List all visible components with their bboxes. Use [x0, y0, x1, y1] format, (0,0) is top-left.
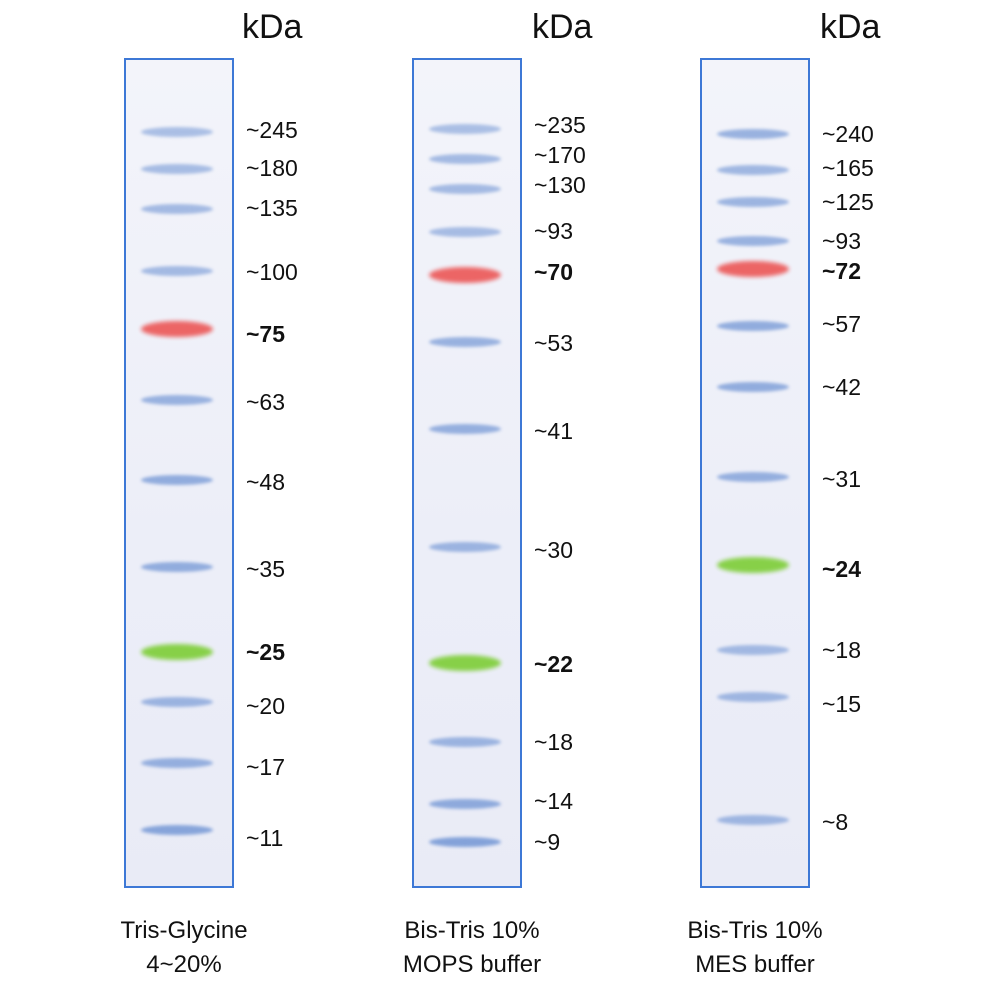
band-label: ~125 — [822, 189, 874, 215]
gel-lane — [412, 58, 522, 888]
band-label: ~24 — [822, 556, 862, 582]
band-blue — [429, 337, 501, 347]
band-blue — [141, 697, 213, 707]
band-green — [717, 557, 789, 573]
gel-lane — [124, 58, 234, 888]
band-blue — [717, 321, 789, 331]
band-blue — [141, 395, 213, 405]
band-blue — [141, 758, 213, 768]
caption-line-2: 4~20% — [146, 951, 222, 978]
band-blue — [429, 424, 501, 434]
band-blue — [717, 692, 789, 702]
unit-label: kDa — [820, 8, 881, 46]
band-red — [141, 321, 213, 337]
band-label: ~180 — [246, 155, 298, 181]
band-blue — [429, 124, 501, 134]
band-blue — [717, 472, 789, 482]
band-label: ~41 — [534, 418, 574, 444]
band-red — [429, 267, 501, 283]
band-blue — [141, 562, 213, 572]
band-label: ~93 — [822, 228, 862, 254]
caption-line-1: Bis-Tris 10% — [404, 917, 540, 944]
band-label: ~11 — [246, 825, 284, 851]
gel-lane — [700, 58, 810, 888]
band-blue — [141, 266, 213, 276]
band-label: ~100 — [246, 259, 298, 285]
band-blue — [429, 737, 501, 747]
lane-caption: Bis-Tris 10% MOPS buffer — [352, 914, 592, 982]
band-blue — [429, 542, 501, 552]
band-blue — [141, 204, 213, 214]
band-blue — [717, 382, 789, 392]
caption-line-1: Tris-Glycine — [120, 917, 248, 944]
band-blue — [717, 645, 789, 655]
band-green — [429, 655, 501, 671]
band-blue — [717, 129, 789, 139]
caption-line-2: MES buffer — [695, 951, 815, 978]
band-blue — [141, 127, 213, 137]
band-blue — [717, 815, 789, 825]
band-blue — [141, 164, 213, 174]
unit-label: kDa — [242, 8, 303, 46]
band-label: ~93 — [534, 218, 574, 244]
band-blue — [429, 184, 501, 194]
band-blue — [717, 236, 789, 246]
band-label: ~57 — [822, 311, 862, 337]
band-label: ~9 — [534, 829, 561, 855]
band-blue — [141, 475, 213, 485]
caption-line-2: MOPS buffer — [402, 951, 542, 978]
band-label: ~22 — [534, 651, 574, 677]
band-label: ~25 — [246, 639, 286, 665]
band-label: ~42 — [822, 374, 862, 400]
band-label: ~18 — [822, 637, 862, 663]
band-label: ~35 — [246, 556, 286, 582]
band-label: ~15 — [822, 691, 862, 717]
band-blue — [429, 154, 501, 164]
band-label: ~165 — [822, 155, 874, 181]
band-label: ~14 — [534, 788, 574, 814]
band-label: ~63 — [246, 389, 286, 415]
band-label: ~18 — [534, 729, 574, 755]
band-label: ~53 — [534, 330, 574, 356]
band-label: ~48 — [246, 469, 286, 495]
band-label: ~75 — [246, 321, 286, 347]
band-label: ~20 — [246, 693, 286, 719]
band-label: ~135 — [246, 195, 298, 221]
lane-caption: Bis-Tris 10% MES buffer — [635, 914, 875, 982]
band-label: ~30 — [534, 537, 574, 563]
band-label: ~240 — [822, 121, 874, 147]
band-label: ~8 — [822, 809, 849, 835]
band-blue — [141, 825, 213, 835]
band-label: ~72 — [822, 258, 862, 284]
band-red — [717, 261, 789, 277]
band-blue — [429, 799, 501, 809]
band-label: ~130 — [534, 172, 586, 198]
band-label: ~170 — [534, 142, 586, 168]
band-label: ~235 — [534, 112, 586, 138]
band-label: ~245 — [246, 117, 298, 143]
caption-line-1: Bis-Tris 10% — [687, 917, 823, 944]
band-green — [141, 644, 213, 660]
band-label: ~70 — [534, 259, 574, 285]
unit-label: kDa — [532, 8, 593, 46]
lane-caption: Tris-Glycine 4~20% — [64, 914, 304, 982]
band-blue — [429, 227, 501, 237]
band-label: ~17 — [246, 754, 286, 780]
band-blue — [429, 837, 501, 847]
band-label: ~31 — [822, 466, 862, 492]
band-blue — [717, 165, 789, 175]
band-blue — [717, 197, 789, 207]
